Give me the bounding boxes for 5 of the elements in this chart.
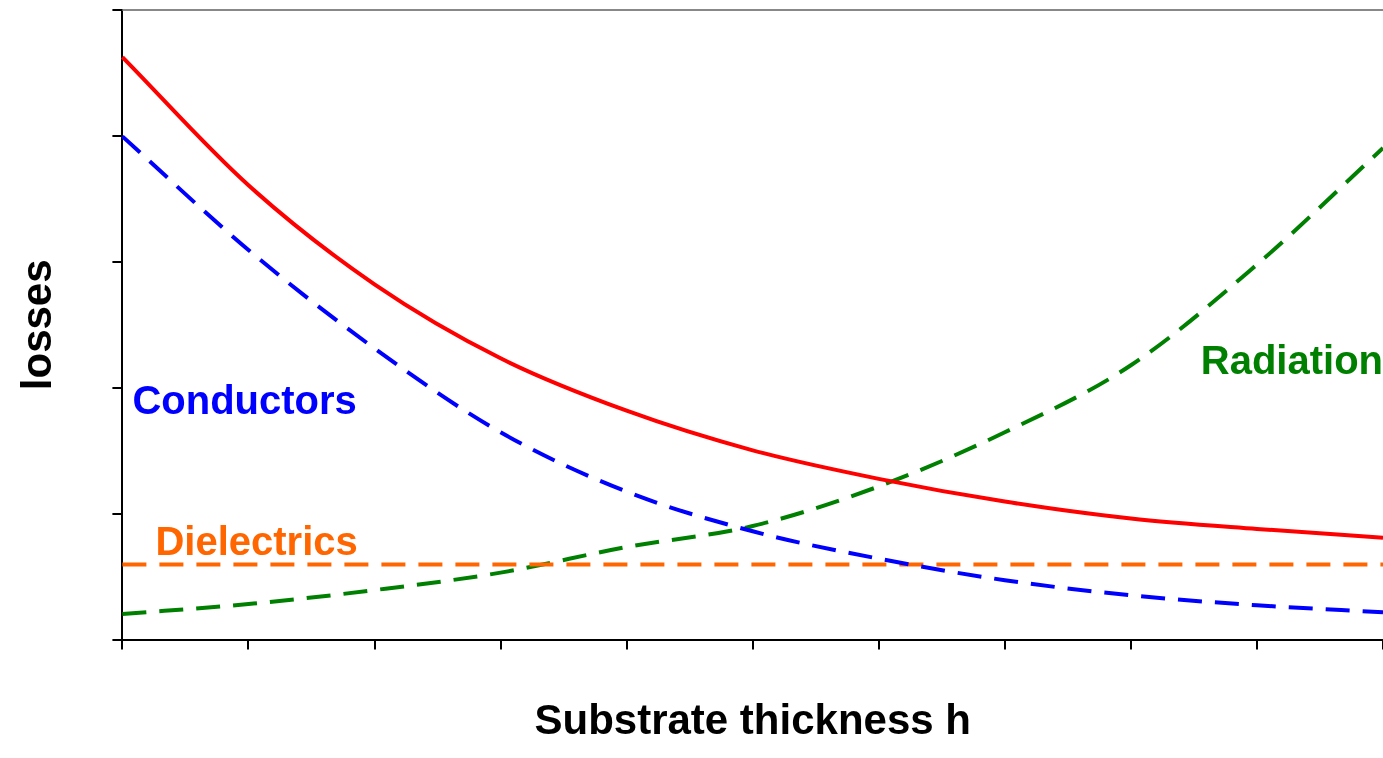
y-axis-title: losses xyxy=(12,259,60,391)
series-label: Dielectrics xyxy=(155,518,358,563)
x-axis-title: Substrate thickness h xyxy=(534,696,971,744)
series-label: Conductors xyxy=(132,377,357,422)
series-label: Radiation xyxy=(1200,337,1383,382)
